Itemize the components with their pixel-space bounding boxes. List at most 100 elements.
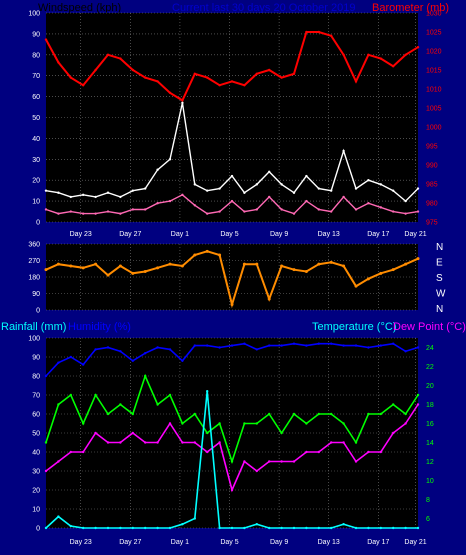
y-tick-label: 0 bbox=[36, 220, 40, 227]
data-point bbox=[404, 53, 407, 56]
data-point bbox=[330, 526, 333, 530]
y2-tick-label: 1020 bbox=[426, 49, 442, 56]
data-point bbox=[94, 348, 97, 351]
data-point bbox=[379, 271, 383, 275]
y-tick-label: 60 bbox=[32, 94, 40, 101]
y-tick-label: 50 bbox=[32, 431, 40, 438]
y2-tick-label: 24 bbox=[426, 345, 434, 352]
data-point bbox=[392, 65, 395, 68]
data-point bbox=[317, 412, 320, 416]
data-point bbox=[218, 422, 221, 425]
temp-humidity-panel: 0 10 20 30 40 50 60 70 80 90 100 6 8 10 12 14 16 18 20 22 2… bbox=[28, 336, 434, 547]
data-point bbox=[82, 212, 85, 215]
data-point bbox=[367, 179, 370, 182]
data-point bbox=[69, 76, 73, 79]
data-point bbox=[255, 262, 259, 266]
data-point bbox=[292, 72, 296, 76]
y2-tick-label: 6 bbox=[426, 516, 430, 523]
data-point bbox=[268, 170, 271, 174]
data-point bbox=[118, 264, 122, 268]
data-point bbox=[392, 526, 395, 530]
data-point bbox=[305, 344, 308, 347]
data-point bbox=[82, 526, 85, 530]
data-point bbox=[280, 526, 283, 530]
compass-label: N bbox=[436, 242, 443, 253]
data-point bbox=[69, 210, 73, 213]
barometer-label: Barometer (mb) bbox=[372, 2, 449, 14]
data-point bbox=[342, 523, 345, 526]
data-point bbox=[416, 210, 420, 213]
y2-tick-label: 1010 bbox=[426, 87, 442, 94]
data-point bbox=[330, 342, 333, 345]
data-point bbox=[330, 412, 333, 416]
temp-x-labels: Day 23 Day 27 Day 1 Day 5 Day 9 Day 13 Day 17 D… bbox=[70, 539, 427, 546]
data-point bbox=[268, 195, 271, 199]
x-tick-label: Day 27 bbox=[119, 231, 141, 238]
wind-grid bbox=[46, 12, 418, 223]
data-point bbox=[119, 403, 122, 406]
y-tick-label: 0 bbox=[36, 308, 40, 315]
y2-tick-label: 1030 bbox=[426, 11, 442, 18]
data-point bbox=[367, 346, 370, 349]
data-point bbox=[144, 187, 147, 190]
data-point bbox=[44, 374, 48, 378]
data-point bbox=[292, 268, 296, 272]
data-point bbox=[206, 212, 209, 215]
y-tick-label: 80 bbox=[32, 374, 40, 381]
data-point bbox=[44, 441, 48, 444]
data-point bbox=[230, 303, 234, 306]
data-point bbox=[168, 91, 172, 95]
x-tick-label: Day 13 bbox=[318, 539, 340, 546]
x-tick-label: Day 5 bbox=[220, 539, 238, 546]
y2-tick-label: 12 bbox=[426, 459, 434, 466]
data-point bbox=[243, 210, 246, 213]
data-point bbox=[206, 189, 209, 192]
data-point bbox=[168, 158, 172, 161]
data-point bbox=[280, 460, 283, 463]
data-point bbox=[243, 526, 246, 530]
y-tick-label: 90 bbox=[32, 291, 40, 298]
data-point bbox=[416, 46, 420, 49]
y-tick-label: 10 bbox=[32, 507, 40, 514]
y-tick-label: 270 bbox=[28, 258, 40, 265]
data-point bbox=[342, 264, 346, 268]
data-point bbox=[193, 344, 196, 347]
y-tick-label: 50 bbox=[32, 115, 40, 122]
data-point bbox=[144, 352, 147, 355]
y-tick-label: 20 bbox=[32, 178, 40, 185]
data-point bbox=[255, 469, 258, 473]
data-point bbox=[81, 266, 85, 270]
data-point bbox=[267, 297, 271, 301]
data-point bbox=[218, 346, 221, 349]
data-point bbox=[354, 80, 358, 83]
data-point bbox=[354, 460, 358, 463]
y-tick-label: 60 bbox=[32, 412, 40, 419]
data-point bbox=[156, 526, 159, 530]
data-point bbox=[206, 390, 209, 393]
data-point bbox=[342, 441, 345, 444]
data-point bbox=[317, 342, 320, 345]
data-point bbox=[168, 262, 172, 266]
data-point bbox=[230, 460, 234, 463]
data-point bbox=[367, 201, 370, 205]
data-point bbox=[292, 412, 296, 416]
direction-y-ticks: 0 90 180 270 360 bbox=[28, 242, 40, 315]
data-point bbox=[317, 262, 321, 266]
y2-tick-label: 20 bbox=[426, 383, 434, 390]
y2-tick-label: 990 bbox=[426, 163, 438, 170]
data-point bbox=[44, 189, 48, 192]
data-point bbox=[354, 208, 358, 211]
y-tick-label: 40 bbox=[32, 450, 40, 457]
data-point bbox=[317, 450, 320, 454]
data-point bbox=[404, 412, 407, 416]
x-tick-label: Day 21 bbox=[404, 539, 426, 546]
data-point bbox=[206, 76, 209, 79]
data-point bbox=[193, 183, 196, 186]
data-point bbox=[317, 187, 320, 190]
data-point bbox=[342, 195, 345, 199]
data-point bbox=[69, 264, 73, 268]
data-point bbox=[416, 187, 420, 190]
data-point bbox=[317, 526, 320, 530]
data-point bbox=[44, 38, 48, 41]
